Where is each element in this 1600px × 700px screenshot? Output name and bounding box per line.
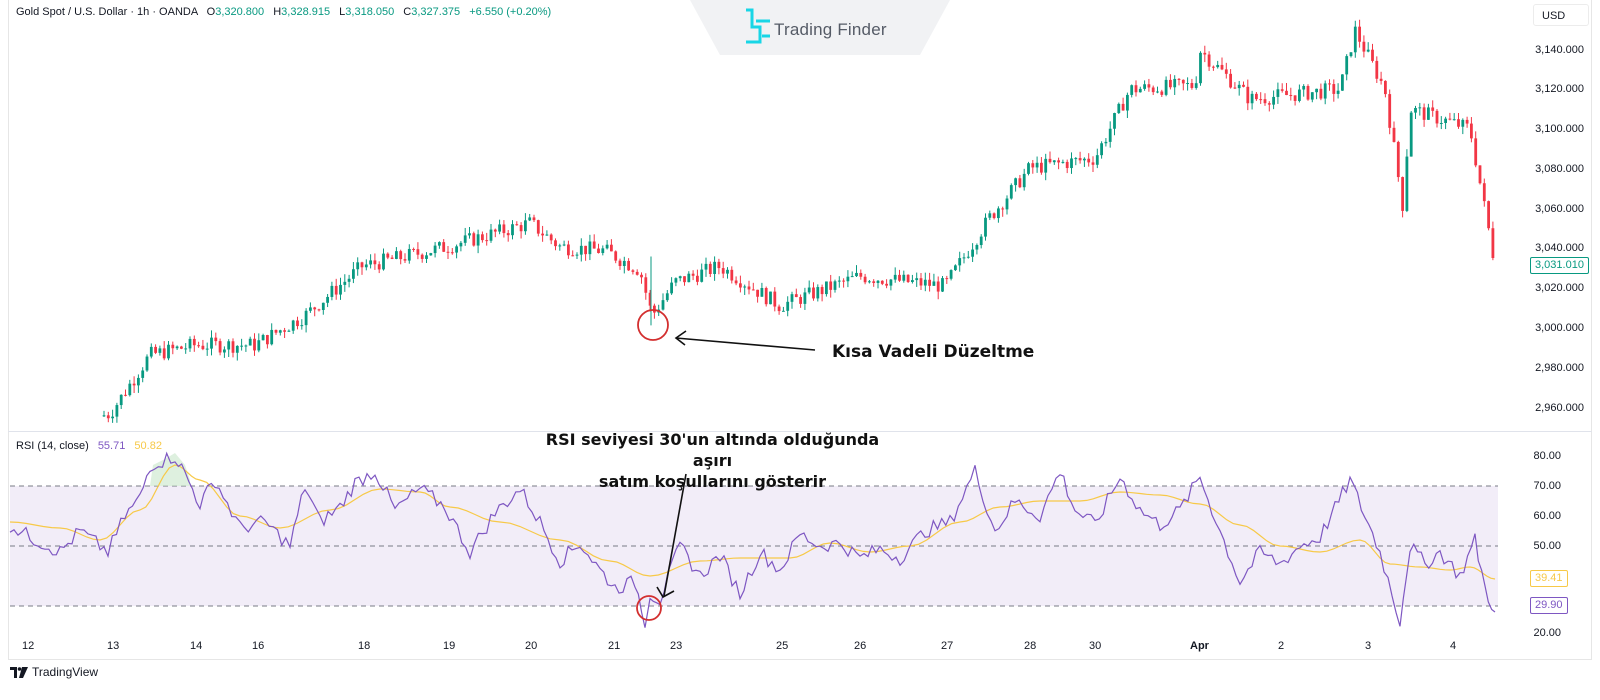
close-value: 3,327.375 (411, 6, 461, 18)
time-label: 27 (941, 640, 954, 652)
price-tick: 3,120.000 (1535, 83, 1584, 95)
pane-separator[interactable] (8, 431, 1592, 432)
time-label: 12 (22, 640, 35, 652)
rsi-line (9, 451, 1496, 628)
price-tick: 2,960.000 (1535, 402, 1584, 414)
time-label: 18 (358, 640, 371, 652)
correction-arrow (674, 330, 816, 351)
time-label: 4 (1450, 640, 1457, 652)
price-tick: 3,060.000 (1535, 203, 1584, 215)
rsi-ma-tag: 39.41 (1530, 570, 1568, 587)
time-label: 13 (107, 640, 120, 652)
chart-frame (8, 0, 1592, 660)
open-label: O (206, 6, 216, 18)
low-value: 3,318.050 (345, 6, 395, 18)
rsi-level-lines (10, 485, 1498, 607)
trading-finder-logo-icon (746, 8, 770, 44)
oversold-circle (636, 595, 662, 621)
price-tick: 3,140.000 (1535, 44, 1584, 56)
time-label: 19 (443, 640, 456, 652)
rsi-tick: 50.00 (1533, 540, 1561, 552)
price-tick: 3,000.000 (1535, 322, 1584, 334)
correction-note: Kısa Vadeli Düzeltme (832, 342, 1035, 362)
rsi-legend[interactable]: RSI (14, close) 55.71 50.82 (16, 440, 162, 452)
high-label: H (273, 6, 282, 18)
rsi-overbought-fill (150, 453, 190, 486)
time-label: 26 (854, 640, 867, 652)
rsi-tick: 60.00 (1533, 510, 1561, 522)
time-label: Apr (1190, 640, 1209, 652)
tradingview-brand[interactable]: TradingView (10, 665, 98, 679)
rsi-tag: 29.90 (1530, 597, 1568, 614)
change-value: +6.550 (+0.20%) (469, 6, 552, 18)
watermark-brand: Trading Finder (774, 20, 887, 39)
time-label: 28 (1024, 640, 1037, 652)
time-label: 16 (252, 640, 265, 652)
price-tick: 3,080.000 (1535, 163, 1584, 175)
open-value: 3,320.800 (215, 6, 265, 18)
time-label: 14 (190, 640, 203, 652)
currency-button[interactable]: USD (1533, 4, 1589, 26)
rsi-value: 55.71 (97, 440, 126, 452)
time-label: 3 (1365, 640, 1372, 652)
time-label: 2 (1278, 640, 1285, 652)
tradingview-label: TradingView (32, 665, 99, 679)
price-tick: 3,100.000 (1535, 123, 1584, 135)
price-tick: 3,040.000 (1535, 242, 1584, 254)
rsi-title: RSI (14, close) (16, 440, 89, 452)
rsi-tick: 80.00 (1533, 450, 1561, 462)
low-label: L (339, 6, 346, 18)
candlestick-series (102, 19, 1495, 423)
symbol-legend[interactable]: Gold Spot / U.S. Dollar · 1h · OANDA O3,… (16, 6, 551, 18)
time-label: 23 (670, 640, 683, 652)
price-tick: 3,020.000 (1535, 282, 1584, 294)
last-price-tag: 3,031.010 (1530, 257, 1589, 274)
price-tick: 2,980.000 (1535, 362, 1584, 374)
correction-circle (637, 309, 669, 341)
rsi-ma-value: 50.82 (134, 440, 162, 452)
symbol-title: Gold Spot / U.S. Dollar · 1h · OANDA (16, 6, 198, 18)
oversold-arrow (656, 473, 687, 599)
rsi-tick: 20.00 (1533, 627, 1561, 637)
tradingview-logo-icon (10, 666, 28, 678)
rsi-ma-line (9, 464, 1496, 580)
high-value: 3,328.915 (281, 6, 331, 18)
time-label: 21 (608, 640, 621, 652)
time-label: 30 (1089, 640, 1102, 652)
oversold-note-line1: RSI seviyesi 30'un altında olduğunda aşı… (545, 430, 880, 470)
oversold-note: RSI seviyesi 30'un altında olduğunda aşı… (540, 429, 885, 492)
time-label: 25 (776, 640, 789, 652)
close-label: C (403, 6, 412, 18)
oversold-note-line2: satım koşullarını gösterir (598, 472, 827, 491)
time-label: 20 (525, 640, 538, 652)
rsi-tick: 70.00 (1533, 480, 1561, 492)
